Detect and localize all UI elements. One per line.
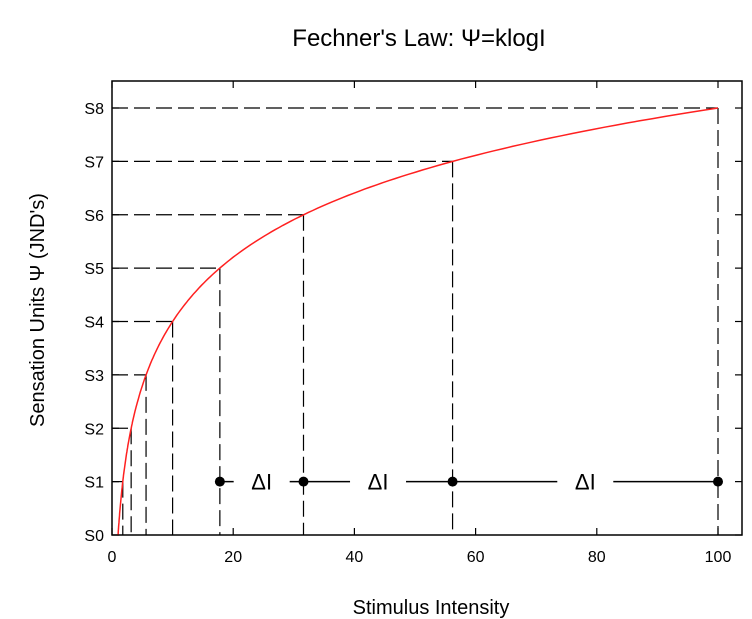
x-axis-title: Stimulus Intensity bbox=[353, 597, 510, 619]
delta-markers: ΔI ΔI ΔI bbox=[214, 470, 723, 495]
y-tick-label: S1 bbox=[84, 475, 104, 492]
delta-point bbox=[713, 476, 723, 487]
plot-frame bbox=[111, 80, 743, 536]
y-tick-label: S8 bbox=[84, 101, 104, 118]
x-tick-label: 60 bbox=[467, 549, 485, 566]
x-tick-label: 40 bbox=[346, 549, 364, 566]
y-tick-label: S7 bbox=[84, 154, 104, 171]
delta-point bbox=[214, 476, 225, 487]
delta-point bbox=[298, 476, 309, 487]
y-tick-label: S6 bbox=[84, 208, 104, 225]
chart-title: Fechner's Law: Ψ=klogI bbox=[292, 25, 545, 52]
series-layer bbox=[117, 107, 719, 536]
x-tick-label: 0 bbox=[108, 549, 117, 566]
delta-point bbox=[447, 476, 458, 487]
y-tick-label: S0 bbox=[84, 528, 104, 545]
y-axis-title: Sensation Units Ψ (JND's) bbox=[27, 193, 49, 427]
x-tick-label: 100 bbox=[705, 549, 732, 566]
x-tick-label: 80 bbox=[588, 549, 606, 566]
series-line bbox=[117, 107, 719, 536]
reference-lines bbox=[112, 107, 719, 535]
y-tick-label: S4 bbox=[84, 315, 104, 332]
x-tick-label: 20 bbox=[224, 549, 242, 566]
delta-label: ΔI bbox=[575, 470, 596, 495]
y-tick-label: S2 bbox=[84, 421, 104, 438]
delta-label: ΔI bbox=[251, 470, 272, 495]
y-tick-label: S5 bbox=[84, 261, 104, 278]
axis-ticks: 0 20 40 60 80 100 S0 S1 S2 S3 S4 S5 S6 S7 S8 bbox=[84, 81, 742, 566]
delta-label: ΔI bbox=[368, 470, 389, 495]
y-tick-label: S3 bbox=[84, 368, 104, 385]
